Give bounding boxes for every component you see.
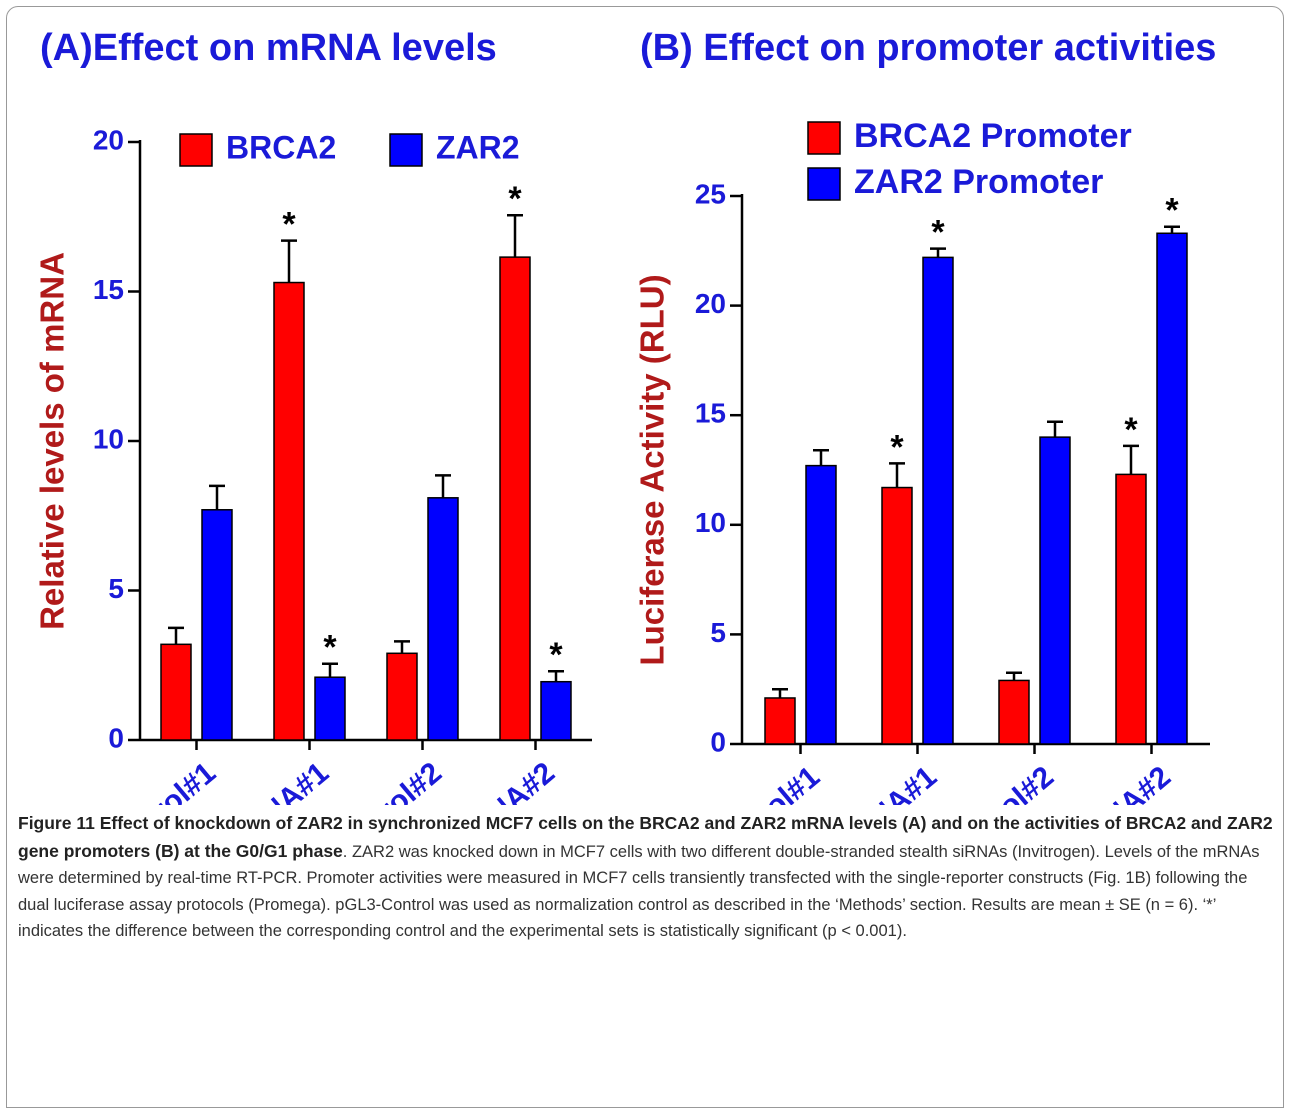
y-tick-label: 10 — [93, 423, 124, 454]
bar — [764, 697, 796, 745]
bar — [273, 281, 305, 741]
significance-mark: * — [1124, 411, 1138, 449]
bar — [427, 497, 459, 741]
x-tick-label: siRNA#2 — [445, 756, 561, 805]
y-tick-label: 0 — [710, 726, 726, 757]
x-tick-label: siRNA#1 — [827, 760, 943, 805]
y-tick-label: 15 — [695, 398, 726, 429]
figure: (A)Effect on mRNA levels Relative levels … — [34, 27, 1217, 805]
significance-mark: * — [931, 214, 945, 252]
x-tick-label: Control#2 — [320, 756, 448, 805]
bar — [805, 464, 837, 745]
legend-label: BRCA2 Promoter — [854, 117, 1132, 155]
y-tick-label: 5 — [108, 573, 124, 604]
error-bar — [1123, 444, 1139, 475]
error-bar — [281, 239, 297, 283]
caption-text: . ZAR2 was knocked down in MCF7 cells wi… — [18, 842, 1260, 941]
x-tick-label: Control#1 — [94, 756, 222, 805]
bar — [160, 643, 192, 741]
y-axis-label: Luciferase Activity (RLU) — [634, 274, 671, 665]
y-tick-label: 20 — [93, 124, 124, 155]
caption-title: Figure 11 Effect of knockdown of ZAR2 in… — [18, 813, 1273, 861]
error-bar — [889, 462, 905, 488]
error-bar — [930, 247, 946, 258]
error-bar — [435, 474, 451, 498]
y-tick-label: 10 — [695, 507, 726, 538]
y-tick-label: 20 — [695, 288, 726, 319]
legend-swatch — [807, 167, 841, 201]
legend-label: BRCA2 — [226, 129, 336, 165]
bar — [998, 679, 1030, 745]
error-bar — [548, 669, 564, 682]
error-bar — [209, 484, 225, 510]
significance-mark: * — [323, 629, 337, 667]
bar — [922, 256, 954, 745]
bar — [1156, 232, 1188, 745]
significance-mark: * — [549, 636, 563, 674]
bar — [386, 652, 418, 741]
chart-title: (B) Effect on promoter activities — [640, 27, 1216, 69]
x-tick-label: Control#1 — [698, 760, 826, 805]
error-bar — [394, 640, 410, 654]
bar — [499, 256, 531, 741]
caption: Figure 11 Effect of knockdown of ZAR2 in… — [18, 810, 1276, 945]
x-tick-label: siRNA#2 — [1061, 760, 1177, 805]
significance-mark: * — [282, 206, 296, 244]
y-axis-label: Relative levels of mRNA — [34, 252, 71, 630]
chart-title: (A)Effect on mRNA levels — [40, 27, 497, 69]
y-tick-label: 5 — [710, 617, 726, 648]
bar — [1039, 436, 1071, 745]
bar — [540, 680, 572, 741]
x-tick-label: Control#2 — [932, 760, 1060, 805]
legend-label: ZAR2 — [436, 129, 520, 165]
significance-mark: * — [1165, 192, 1179, 230]
legend-swatch — [389, 133, 423, 167]
significance-mark: * — [890, 428, 904, 466]
y-tick-label: 15 — [93, 274, 124, 305]
bar — [1115, 473, 1147, 745]
x-tick-label: siRNA#1 — [219, 756, 335, 805]
error-bar — [322, 662, 338, 678]
bar — [201, 509, 233, 741]
y-tick-label: 0 — [108, 722, 124, 753]
error-bar — [1164, 225, 1180, 234]
significance-mark: * — [508, 180, 522, 218]
error-bar — [813, 449, 829, 466]
error-bar — [507, 214, 523, 258]
error-bar — [168, 626, 184, 645]
error-bar — [1006, 671, 1022, 681]
legend-swatch — [179, 133, 213, 167]
error-bar — [772, 687, 788, 698]
y-tick-label: 25 — [695, 178, 726, 209]
bar — [314, 676, 346, 741]
bar — [881, 486, 913, 745]
legend-swatch — [807, 121, 841, 155]
legend-label: ZAR2 Promoter — [854, 163, 1103, 201]
error-bar — [1047, 420, 1063, 438]
